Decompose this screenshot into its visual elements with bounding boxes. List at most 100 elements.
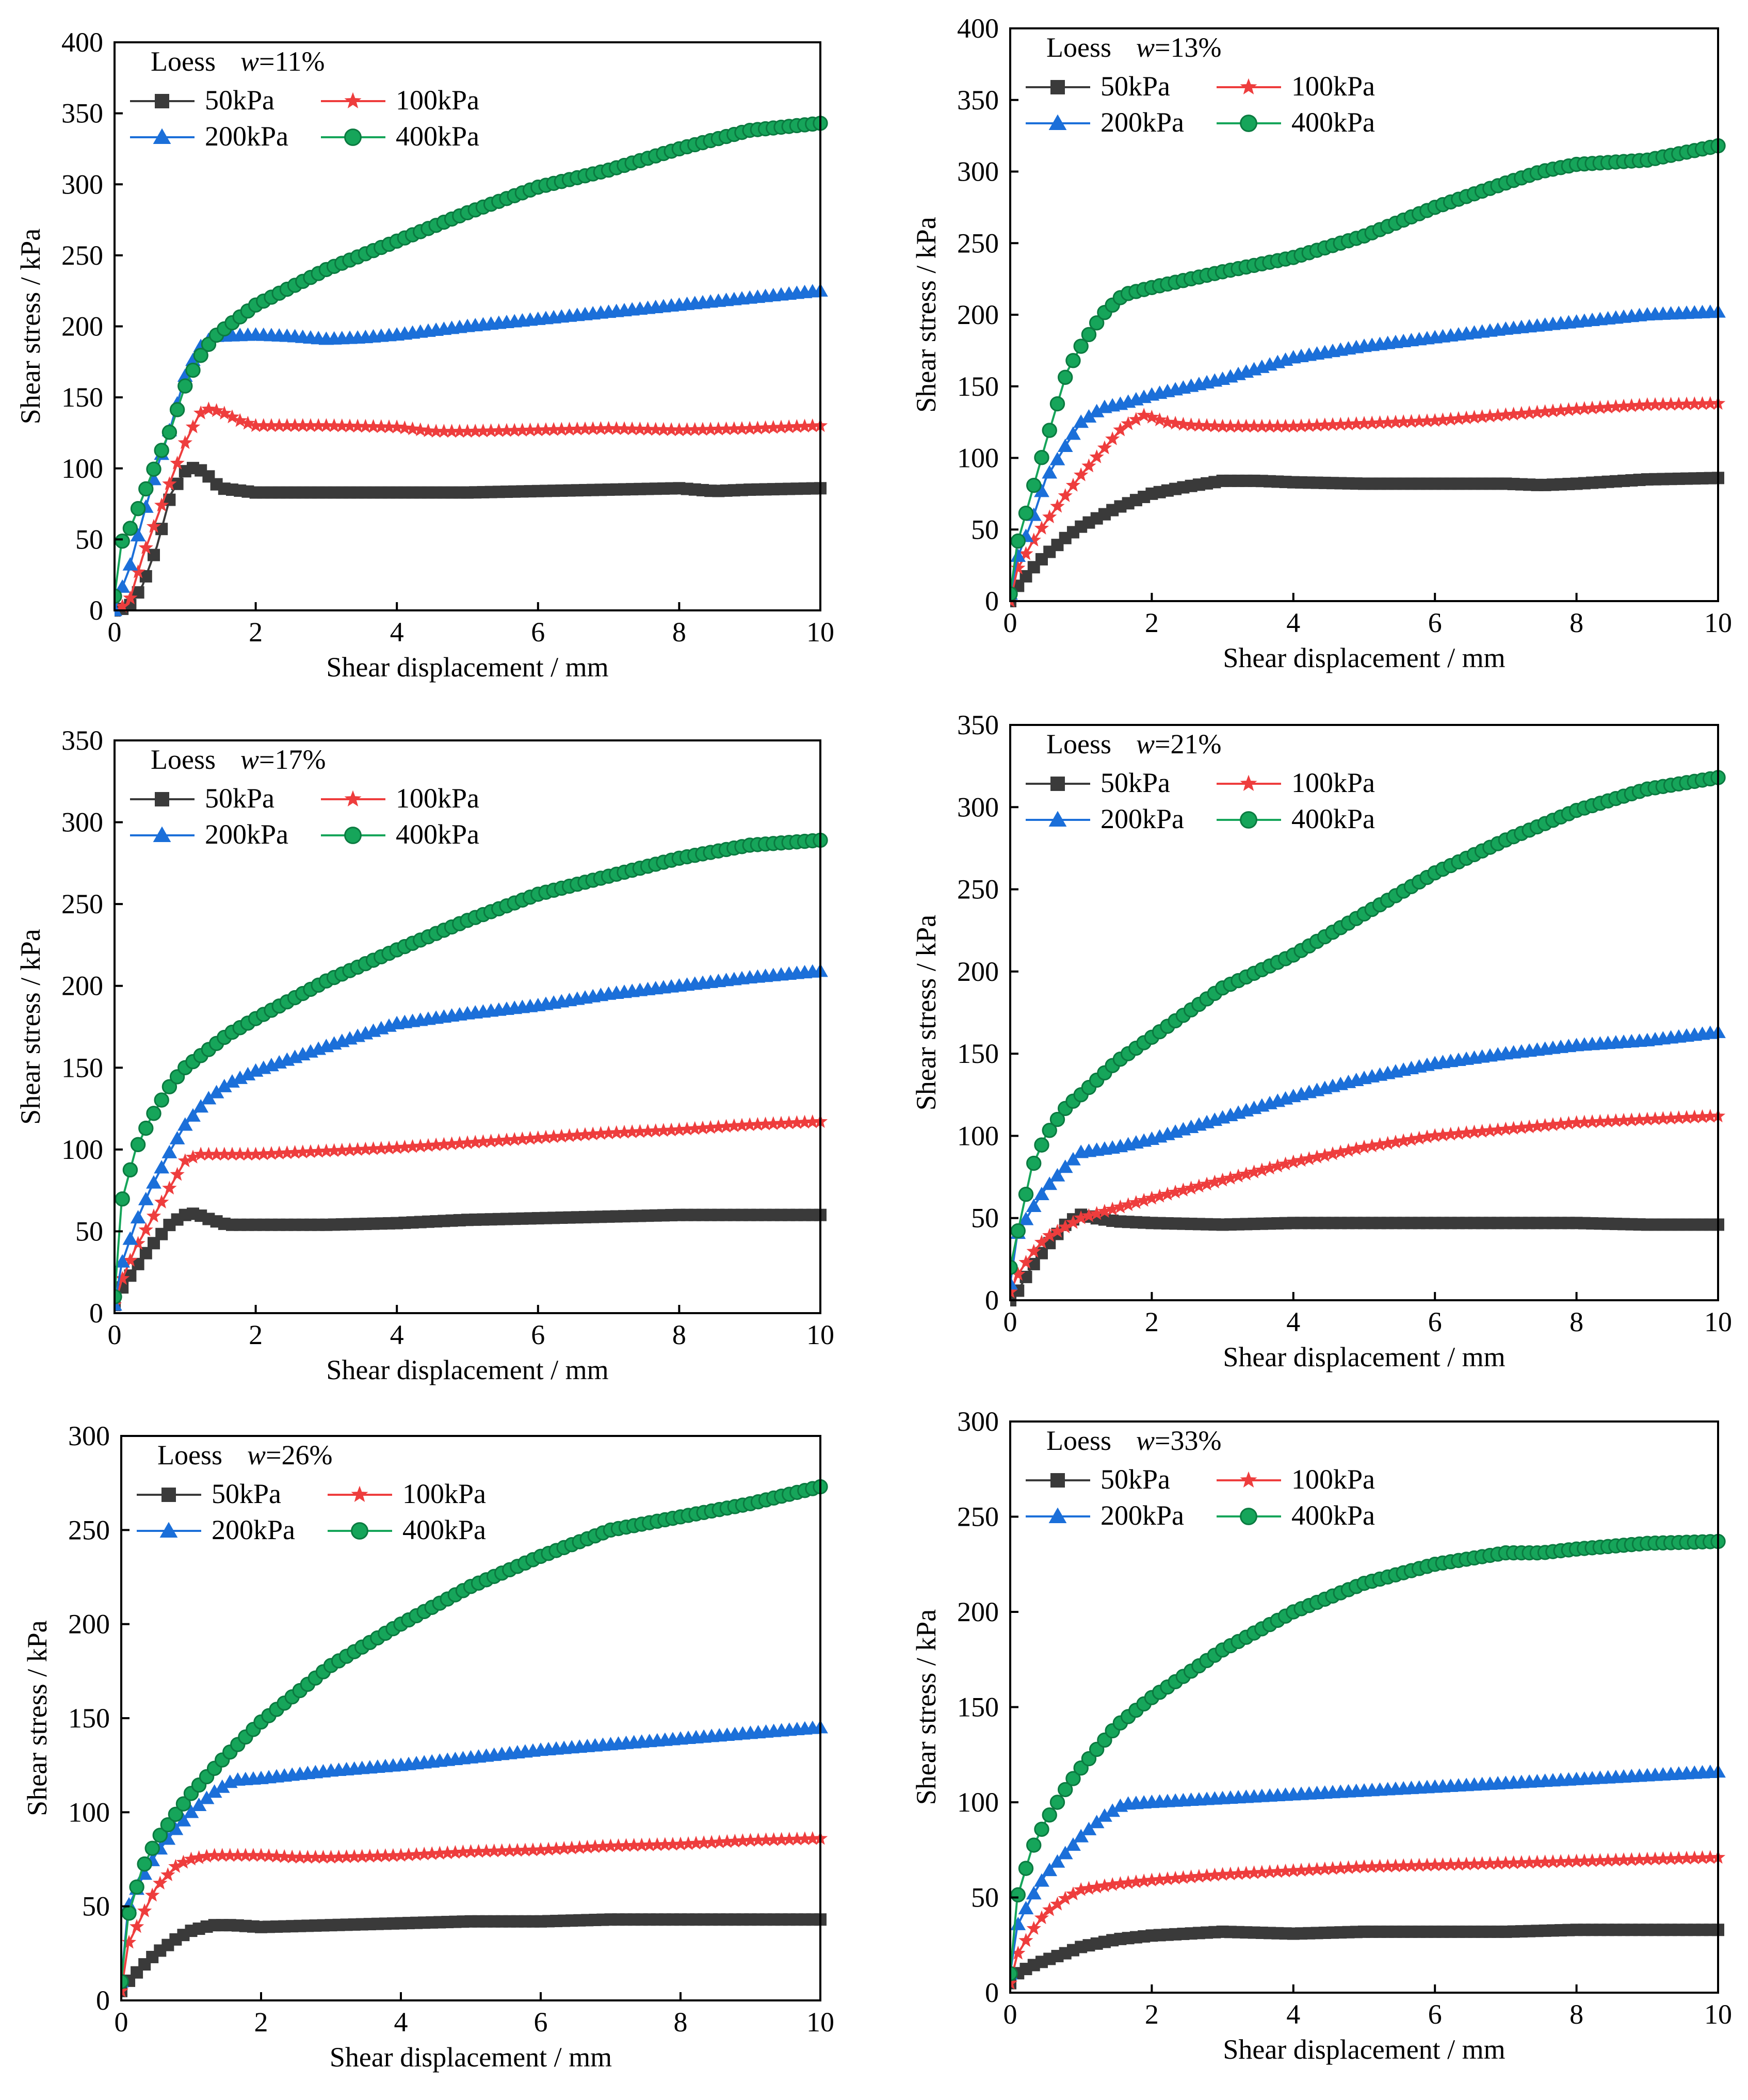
data-point-50kPa [1027, 1257, 1040, 1270]
legend-label: 50kPa [1100, 1464, 1170, 1495]
data-point-100kPa [207, 1848, 222, 1862]
y-tick-label: 250 [61, 240, 103, 271]
y-tick-label: 50 [75, 524, 103, 555]
data-point-400kPa [144, 1840, 160, 1856]
data-point-400kPa [138, 481, 154, 497]
legend-marker [155, 94, 169, 108]
series-400kPa [115, 116, 828, 604]
data-point-400kPa [1026, 477, 1042, 493]
data-point-200kPa [1049, 1168, 1065, 1182]
data-point-100kPa [1341, 416, 1356, 431]
data-point-100kPa [1270, 1864, 1285, 1878]
x-tick-label: 4 [1286, 607, 1300, 638]
data-point-100kPa [374, 1141, 389, 1155]
y-tick-label: 100 [68, 1797, 110, 1828]
data-point-100kPa [633, 1124, 648, 1138]
data-point-200kPa [1026, 1199, 1042, 1213]
data-point-100kPa [191, 1850, 206, 1864]
data-point-100kPa [633, 422, 648, 435]
legend-marker [155, 792, 169, 806]
data-point-100kPa [1286, 418, 1301, 433]
data-point-100kPa [1058, 488, 1073, 502]
series-400kPa [1010, 770, 1726, 1275]
data-point-100kPa [1184, 1181, 1199, 1195]
data-point-200kPa [1034, 1186, 1049, 1201]
data-point-100kPa [1121, 416, 1136, 430]
y-tick-label: 0 [985, 1285, 999, 1316]
data-point-100kPa [479, 1844, 494, 1858]
data-point-100kPa [358, 418, 373, 433]
data-point-100kPa [138, 540, 153, 554]
series-400kPa [1010, 1533, 1726, 1981]
legend-item-100kPa: 100kPa [321, 85, 479, 116]
data-point-100kPa [1200, 1176, 1215, 1191]
data-point-100kPa [1522, 1119, 1537, 1134]
y-tick-label: 350 [61, 725, 103, 756]
data-point-100kPa [185, 1150, 201, 1164]
data-point-100kPa [672, 422, 687, 437]
data-point-100kPa [201, 401, 216, 416]
data-point-100kPa [170, 456, 185, 470]
data-point-100kPa [1624, 398, 1639, 412]
data-point-100kPa [712, 1834, 727, 1849]
data-point-100kPa [507, 423, 522, 437]
legend-label: 400kPa [396, 121, 479, 152]
data-point-100kPa [1396, 414, 1411, 428]
legend-marker [351, 1522, 368, 1540]
data-point-100kPa [642, 1837, 657, 1851]
data-point-100kPa [1074, 1210, 1089, 1224]
data-point-100kPa [758, 420, 773, 434]
legend-marker [351, 1485, 368, 1502]
data-point-100kPa [1302, 1151, 1317, 1166]
data-point-100kPa [664, 422, 679, 437]
data-point-100kPa [327, 418, 342, 432]
legend-title: Loess w=26% [157, 1440, 332, 1471]
legend-marker [161, 1488, 176, 1502]
x-tick-label: 0 [108, 1319, 122, 1350]
data-point-200kPa [216, 1078, 232, 1092]
y-tick-label: 300 [957, 791, 999, 822]
legend-marker [1050, 1473, 1065, 1488]
legend-item-50kPa: 50kPa [130, 85, 274, 116]
data-point-100kPa [1475, 409, 1490, 423]
data-point-100kPa [1703, 1109, 1718, 1123]
series-200kPa [1010, 1024, 1726, 1290]
y-tick-label: 0 [96, 1985, 110, 2016]
data-point-400kPa [146, 1106, 161, 1121]
data-point-100kPa [1239, 418, 1254, 433]
data-point-100kPa [734, 421, 750, 435]
data-point-100kPa [1207, 1867, 1222, 1882]
data-point-100kPa [327, 1143, 342, 1157]
data-point-100kPa [215, 1848, 230, 1862]
data-point-400kPa [121, 1905, 137, 1921]
data-point-100kPa [1616, 1112, 1631, 1127]
legend-marker [344, 92, 362, 108]
data-point-100kPa [766, 420, 781, 434]
data-point-100kPa [1121, 1197, 1136, 1211]
data-point-100kPa [1372, 415, 1387, 429]
data-point-100kPa [1388, 1134, 1403, 1149]
data-point-100kPa [1679, 396, 1694, 411]
series-50kPa [1010, 1924, 1724, 1990]
series-200kPa [1010, 1764, 1726, 1980]
data-point-100kPa [805, 1114, 820, 1128]
data-point-400kPa [154, 1092, 169, 1108]
data-point-100kPa [751, 1832, 766, 1847]
data-point-100kPa [1419, 1129, 1435, 1143]
data-point-100kPa [381, 419, 397, 433]
data-point-100kPa [1168, 1870, 1183, 1885]
data-point-100kPa [1184, 1869, 1199, 1884]
data-point-100kPa [1097, 440, 1112, 455]
data-point-100kPa [1176, 1870, 1191, 1884]
data-point-100kPa [154, 1194, 169, 1209]
data-point-200kPa [199, 1790, 215, 1804]
data-point-100kPa [1356, 1859, 1372, 1873]
data-point-200kPa [1026, 1886, 1042, 1900]
data-point-100kPa [1011, 560, 1026, 575]
data-point-100kPa [1396, 1133, 1411, 1148]
data-point-100kPa [533, 1842, 548, 1856]
data-point-100kPa [789, 1115, 804, 1129]
x-tick-label: 10 [806, 2007, 834, 2038]
x-tick-label: 2 [249, 1319, 263, 1350]
data-point-400kPa [1042, 1807, 1057, 1823]
